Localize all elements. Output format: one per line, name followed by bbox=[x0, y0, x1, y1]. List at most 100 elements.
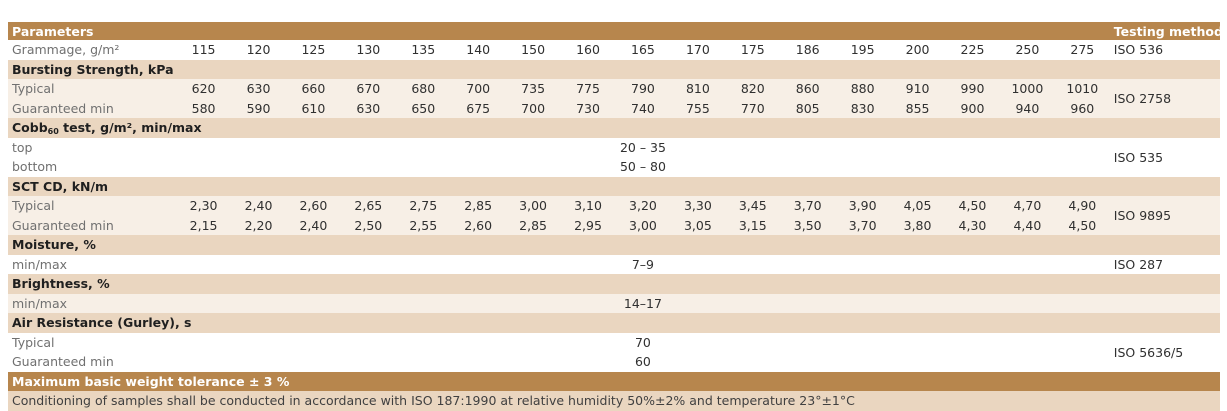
value-cell: 755 bbox=[670, 98, 726, 118]
brightness-title: Brightness, % bbox=[8, 274, 1220, 294]
sct-title: SCT CD, kN/m bbox=[8, 176, 1220, 196]
value-cell: 250 bbox=[1015, 42, 1040, 58]
value-cell: 580 bbox=[176, 98, 232, 118]
bursting-method: ISO 2758 bbox=[1109, 79, 1220, 118]
value-cell: 820 bbox=[725, 79, 781, 99]
value-cell: 140 bbox=[466, 42, 491, 58]
parameters-heading: Parameters bbox=[8, 22, 177, 40]
sct-method: ISO 9895 bbox=[1109, 196, 1220, 235]
value-cell: 3,15 bbox=[725, 215, 781, 235]
value-cell: 170 bbox=[685, 42, 710, 58]
spec-grid: Parameters Testing method Grammage, g/m²… bbox=[8, 22, 1223, 411]
cobb-method: ISO 535 bbox=[1113, 149, 1164, 165]
value-cell: 2,20 bbox=[231, 215, 286, 235]
value-cell: 4,90 bbox=[1054, 196, 1110, 216]
value-cell: 120 bbox=[246, 42, 271, 58]
value-cell: 610 bbox=[285, 98, 341, 118]
brightness-label: min/max bbox=[8, 293, 177, 313]
value-cell: 675 bbox=[450, 98, 506, 118]
moisture-section-header: Moisture, % bbox=[8, 235, 1220, 255]
air-guaranteed-label: Guaranteed min bbox=[12, 354, 114, 370]
value-cell: 735 bbox=[505, 79, 561, 99]
air-typical-label: Typical bbox=[12, 334, 55, 350]
value-cell: 2,60 bbox=[285, 196, 341, 216]
cobb-bottom-value: 50 – 80 bbox=[619, 159, 666, 175]
value-cell: 2,30 bbox=[176, 196, 232, 216]
value-cell: 630 bbox=[340, 98, 396, 118]
value-cell: 3,90 bbox=[835, 196, 891, 216]
cobb-top-label: top bbox=[12, 139, 33, 155]
value-cell: 1010 bbox=[1054, 79, 1110, 99]
value-cell: 805 bbox=[780, 98, 836, 118]
value-cell: 3,50 bbox=[780, 215, 836, 235]
bursting-section-header: Bursting Strength, kPa bbox=[8, 59, 1220, 79]
grammage-label: Grammage, g/m² bbox=[12, 42, 120, 58]
value-cell: 620 bbox=[176, 79, 232, 99]
value-cell: 186 bbox=[795, 42, 820, 58]
moisture-label: min/max bbox=[12, 256, 68, 272]
value-cell: 3,30 bbox=[670, 196, 726, 216]
value-cell: 810 bbox=[670, 79, 726, 99]
moisture-method: ISO 287 bbox=[1113, 256, 1164, 272]
tolerance-row: Maximum basic weight tolerance ± 3 % bbox=[8, 371, 1220, 391]
value-cell: 910 bbox=[890, 79, 946, 99]
value-cell: 880 bbox=[835, 79, 891, 99]
cobb-title: Cobb60 test, g/m², min/max bbox=[8, 118, 1220, 138]
value-cell: 3,10 bbox=[560, 196, 616, 216]
value-cell: 650 bbox=[395, 98, 451, 118]
value-cell: 900 bbox=[945, 98, 1000, 118]
value-cell: 770 bbox=[725, 98, 781, 118]
specification-table: Parameters Testing method Grammage, g/m²… bbox=[8, 22, 1223, 411]
sct-typical-label: Typical bbox=[8, 196, 177, 216]
moisture-row: min/max 7–9 ISO 287 bbox=[8, 255, 1220, 275]
cobb-bottom-label: bottom bbox=[12, 159, 58, 175]
value-cell: 700 bbox=[505, 98, 561, 118]
value-cell: 830 bbox=[835, 98, 891, 118]
value-cell: 3,70 bbox=[835, 215, 891, 235]
moisture-value: 7–9 bbox=[631, 256, 655, 272]
value-cell: 165 bbox=[631, 42, 655, 58]
cobb-top-value: 20 – 35 bbox=[619, 139, 666, 155]
value-cell: 130 bbox=[356, 42, 381, 58]
tolerance-note: Maximum basic weight tolerance ± 3 % bbox=[8, 371, 1220, 391]
value-cell: 200 bbox=[905, 42, 930, 58]
value-cell: 135 bbox=[411, 42, 436, 58]
sct-guaranteed-row: Guaranteed min 2,15 2,20 2,40 2,50 2,55 2,60 2… bbox=[8, 215, 1220, 235]
value-cell: 4,40 bbox=[999, 215, 1055, 235]
value-cell: 660 bbox=[285, 79, 341, 99]
value-cell: 175 bbox=[740, 42, 765, 58]
value-cell: 115 bbox=[191, 42, 216, 58]
sct-guaranteed-label: Guaranteed min bbox=[8, 215, 177, 235]
bursting-title: Bursting Strength, kPa bbox=[8, 59, 1220, 79]
grammage-row: Grammage, g/m² 115 120 125 130 135 140 150 160 1… bbox=[8, 40, 1220, 60]
cobb-section-header: Cobb60 test, g/m², min/max bbox=[8, 118, 1220, 138]
air-typical-value: 70 bbox=[634, 334, 651, 350]
value-cell: 2,75 bbox=[395, 196, 451, 216]
value-cell: 4,70 bbox=[999, 196, 1055, 216]
brightness-row: min/max 14–17 bbox=[8, 293, 1220, 313]
value-cell: 125 bbox=[301, 42, 326, 58]
value-cell: 590 bbox=[231, 98, 286, 118]
bursting-guaranteed-row: Guaranteed min 580 590 610 630 650 675 700 730 7… bbox=[8, 98, 1220, 118]
cobb-top-row: top 20 – 35 ISO 535 bbox=[8, 138, 1220, 165]
air-typical-row: Typical 70 ISO 5636/5 bbox=[8, 333, 1220, 360]
brightness-section-header: Brightness, % bbox=[8, 274, 1220, 294]
value-cell: 680 bbox=[395, 79, 451, 99]
value-cell: 730 bbox=[560, 98, 616, 118]
moisture-title: Moisture, % bbox=[8, 235, 1220, 255]
value-cell: 3,05 bbox=[670, 215, 726, 235]
value-cell: 3,20 bbox=[615, 196, 671, 216]
bursting-typical-row: Typical 620 630 660 670 680 700 735 775 790 810 82… bbox=[8, 79, 1220, 118]
value-cell: 2,40 bbox=[285, 215, 341, 235]
brightness-method bbox=[1109, 293, 1220, 313]
value-cell: 2,50 bbox=[340, 215, 396, 235]
air-title: Air Resistance (Gurley), s bbox=[8, 313, 1220, 333]
value-cell: 960 bbox=[1054, 98, 1110, 118]
value-cell: 2,95 bbox=[560, 215, 616, 235]
value-cell: 2,65 bbox=[340, 196, 396, 216]
value-cell: 2,85 bbox=[450, 196, 506, 216]
bursting-typical-label: Typical bbox=[8, 79, 177, 99]
value-cell: 2,15 bbox=[176, 215, 232, 235]
value-cell: 670 bbox=[340, 79, 396, 99]
air-section-header: Air Resistance (Gurley), s bbox=[8, 313, 1220, 333]
